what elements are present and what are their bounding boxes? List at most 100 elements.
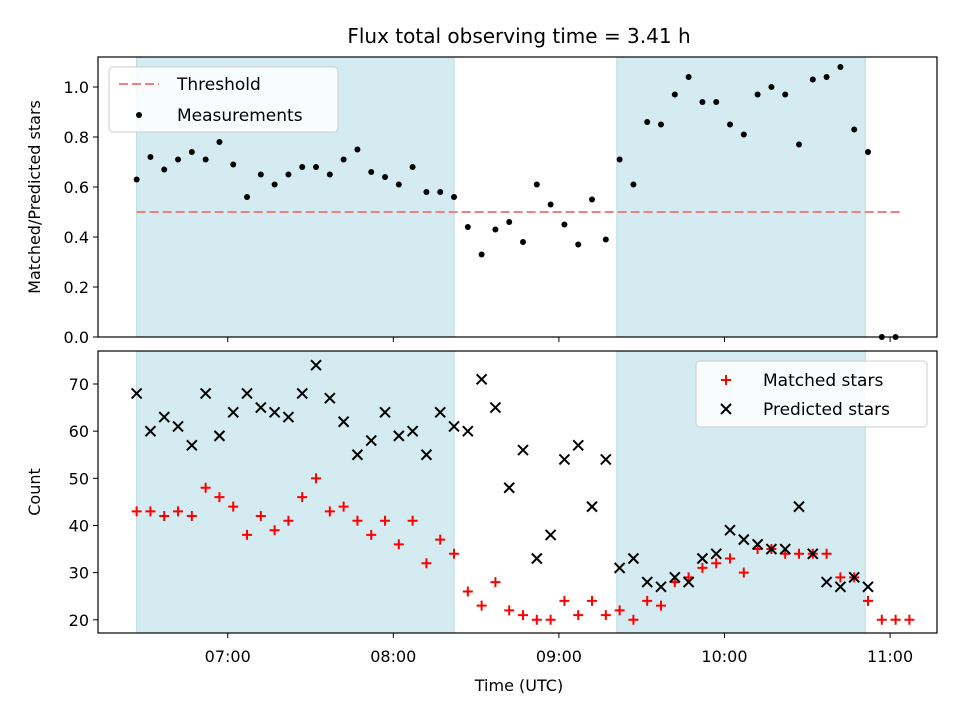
data-point-matched-3 xyxy=(173,506,184,517)
data-point-matched-11 xyxy=(283,515,294,526)
data-point-measurement-5 xyxy=(202,156,209,163)
shaded-span-0 xyxy=(136,350,455,634)
data-point-predicted-28 xyxy=(517,444,529,456)
top-panel: 0.0 0.2 0.4 0.6 0.8 1.0 Matched/Predicted star… xyxy=(25,56,938,347)
data-point-measurement-34 xyxy=(602,236,609,243)
data-point-measurement-40 xyxy=(685,74,692,80)
data-point-measurement-21 xyxy=(423,189,430,195)
data-point-measurement-28 xyxy=(520,239,527,245)
data-point-matched-22 xyxy=(435,534,446,545)
data-point-predicted-52 xyxy=(848,571,860,584)
data-point-predicted-27 xyxy=(503,482,515,494)
data-point-predicted-38 xyxy=(655,581,667,593)
data-point-predicted-29 xyxy=(531,552,543,565)
data-point-matched-13 xyxy=(311,473,322,484)
x-tick-label-2: 09:00 xyxy=(536,647,582,666)
data-point-predicted-0 xyxy=(130,387,143,400)
data-point-matched-42 xyxy=(711,558,722,569)
data-point-measurement-8 xyxy=(244,194,251,200)
legend-matched-label: Matched stars xyxy=(763,371,883,391)
data-point-matched-21 xyxy=(421,558,432,569)
data-point-matched-41 xyxy=(697,562,708,573)
data-point-matched-43 xyxy=(725,553,736,564)
data-point-measurement-16 xyxy=(354,146,361,153)
data-point-measurement-31 xyxy=(561,221,568,228)
data-point-measurement-2 xyxy=(161,166,168,173)
data-point-measurement-38 xyxy=(658,121,665,128)
data-point-measurement-24 xyxy=(464,224,471,230)
data-point-measurement-30 xyxy=(547,201,554,208)
data-point-measurement-29 xyxy=(533,181,540,188)
data-point-measurement-36 xyxy=(630,181,637,188)
data-point-matched-10 xyxy=(269,525,280,536)
data-point-measurement-47 xyxy=(782,91,789,98)
data-point-predicted-26 xyxy=(489,401,502,414)
data-point-matched-35 xyxy=(614,605,625,616)
data-point-measurement-44 xyxy=(740,131,747,138)
data-point-matched-55 xyxy=(890,614,901,625)
data-point-matched-27 xyxy=(504,605,515,616)
data-point-predicted-1 xyxy=(144,425,157,437)
y-tick-label-2: 40 xyxy=(69,516,89,535)
data-point-matched-15 xyxy=(338,501,349,512)
data-point-matched-28 xyxy=(518,610,529,621)
y-tick-label-0: 0.0 xyxy=(64,328,89,347)
legend-predicted-swatch xyxy=(720,403,732,415)
data-point-predicted-35 xyxy=(613,562,626,574)
legend-predicted-label: Predicted stars xyxy=(763,400,890,420)
data-point-measurement-52 xyxy=(851,126,858,133)
data-point-predicted-20 xyxy=(406,425,419,437)
data-point-predicted-41 xyxy=(696,552,709,565)
data-point-measurement-22 xyxy=(437,189,444,195)
data-point-measurement-46 xyxy=(768,84,775,90)
data-point-matched-48 xyxy=(794,548,805,559)
data-point-matched-20 xyxy=(407,515,418,526)
data-point-measurement-32 xyxy=(575,241,582,248)
data-point-measurement-41 xyxy=(699,99,706,105)
data-point-predicted-50 xyxy=(820,576,833,588)
x-axis-label: Time (UTC) xyxy=(474,676,563,695)
data-point-predicted-46 xyxy=(765,543,778,555)
data-point-measurement-45 xyxy=(754,91,761,98)
data-point-matched-23 xyxy=(449,548,460,559)
data-point-predicted-12 xyxy=(296,387,308,400)
data-point-predicted-33 xyxy=(586,500,598,513)
data-point-predicted-34 xyxy=(600,453,612,466)
data-point-predicted-7 xyxy=(227,406,239,419)
data-point-measurement-0 xyxy=(133,176,140,183)
data-point-matched-36 xyxy=(628,614,639,625)
data-point-matched-7 xyxy=(228,501,239,512)
data-point-predicted-40 xyxy=(682,576,695,588)
data-point-matched-0 xyxy=(131,506,142,517)
data-point-matched-18 xyxy=(380,515,391,526)
plot-frame xyxy=(97,56,938,338)
data-point-predicted-25 xyxy=(475,373,488,386)
data-point-predicted-3 xyxy=(172,420,184,433)
data-point-predicted-37 xyxy=(641,576,653,588)
data-point-measurement-43 xyxy=(727,121,734,128)
data-point-measurement-18 xyxy=(382,174,389,180)
data-point-predicted-6 xyxy=(213,430,226,442)
data-point-measurement-17 xyxy=(368,169,375,175)
legend-box xyxy=(108,66,339,133)
data-point-matched-25 xyxy=(476,600,487,611)
data-point-measurement-6 xyxy=(216,139,223,145)
legend-top: Threshold Measurements xyxy=(108,66,339,133)
data-point-predicted-15 xyxy=(337,416,350,428)
data-point-measurement-37 xyxy=(644,119,651,125)
y-tick-label-2: 0.4 xyxy=(64,228,89,247)
data-point-matched-30 xyxy=(545,614,556,625)
data-point-measurement-4 xyxy=(188,149,195,155)
data-point-measurement-3 xyxy=(175,156,182,163)
data-point-measurement-11 xyxy=(285,171,292,178)
data-point-predicted-53 xyxy=(862,581,874,593)
data-point-matched-6 xyxy=(214,492,225,503)
data-point-matched-53 xyxy=(863,595,874,606)
data-point-predicted-16 xyxy=(351,449,364,461)
data-point-predicted-13 xyxy=(310,359,322,371)
data-point-predicted-43 xyxy=(724,524,736,536)
data-point-matched-4 xyxy=(186,511,197,522)
bottom-panel: 20 30 40 50 60 70 07:00 08:00 09:00 10:00 11:00 Cou… xyxy=(25,350,938,666)
legend-bottom: Matched stars Predicted stars xyxy=(695,360,928,428)
